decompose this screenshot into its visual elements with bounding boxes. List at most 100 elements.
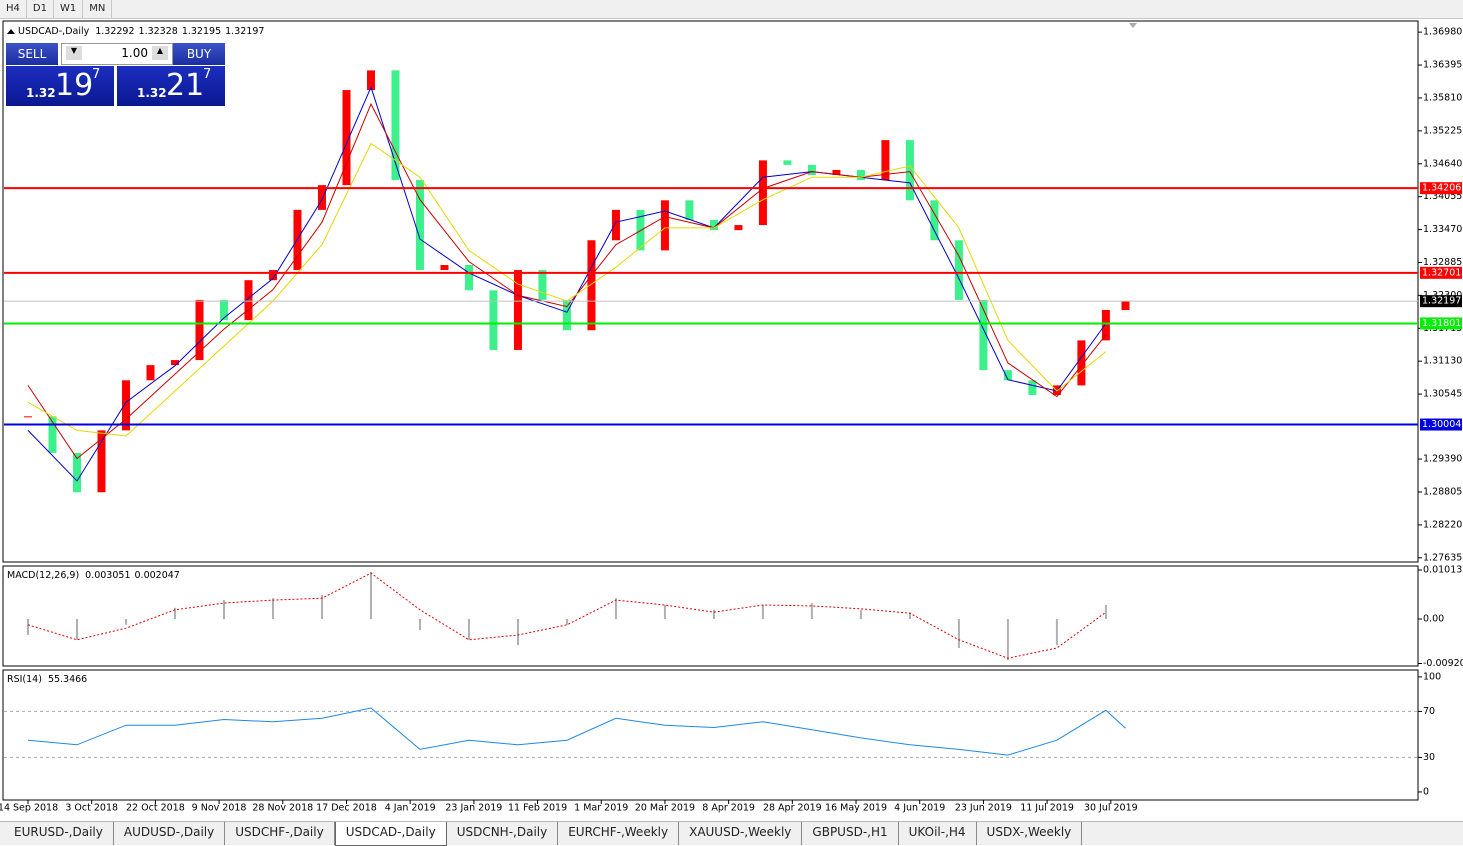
y-tick-label: 1.29390 xyxy=(1423,454,1462,465)
sell-button[interactable]: SELL xyxy=(6,43,58,65)
buy-price[interactable]: 1.32 21 7 xyxy=(117,66,225,106)
lot-up[interactable]: ▲ xyxy=(152,46,168,60)
candle xyxy=(1121,301,1130,310)
candle xyxy=(146,365,155,381)
y-tick-label: 1.36980 xyxy=(1423,27,1462,38)
candle xyxy=(905,140,914,201)
macd-signal xyxy=(27,572,1107,659)
timeframe-toolbar: H4 D1 W1 MN xyxy=(0,0,1463,19)
candle xyxy=(1028,380,1037,395)
candle xyxy=(48,416,57,453)
x-tick-label: 16 May 2019 xyxy=(825,803,887,814)
buy-price-frac: 7 xyxy=(203,67,212,82)
chart-tab[interactable]: USDCHF-,Daily xyxy=(225,822,335,845)
x-tick-label: 23 Jun 2019 xyxy=(955,803,1012,814)
candle xyxy=(1077,340,1086,386)
candle xyxy=(930,200,939,241)
candle xyxy=(24,416,33,418)
chart-tab[interactable]: EURUSD-,Daily xyxy=(4,822,114,845)
y-tick-label: -0.009203 xyxy=(1423,658,1463,669)
level-label-bg xyxy=(1420,266,1462,279)
moving-average xyxy=(27,102,1107,460)
buy-button[interactable]: BUY xyxy=(173,43,225,65)
candle xyxy=(415,180,424,271)
x-tick-label: 30 Jul 2019 xyxy=(1084,803,1138,814)
candle xyxy=(734,225,743,231)
candle xyxy=(660,200,669,251)
y-tick-label: 1.34055 xyxy=(1423,191,1462,202)
candle xyxy=(807,164,816,175)
moving-average xyxy=(27,85,1107,482)
x-tick-label: 23 Jan 2019 xyxy=(445,803,502,814)
sell-price-frac: 7 xyxy=(92,67,101,82)
candle xyxy=(709,220,718,231)
x-tick-label: 8 Apr 2019 xyxy=(702,803,755,814)
y-tick-label: 0.00 xyxy=(1423,613,1444,624)
lot-field[interactable]: ▼ 1.00 ▲ xyxy=(61,43,173,65)
header-title: USDCAD-,Daily xyxy=(18,26,90,37)
chart: USDCAD-,Daily 1.32292 1.32328 1.32195 1.3219… xyxy=(0,20,1463,814)
chart-tab[interactable]: USDX-,Weekly xyxy=(977,822,1083,845)
chart-tab[interactable]: GBPUSD-,H1 xyxy=(802,822,899,845)
price-panel xyxy=(2,20,1419,563)
x-tick-label: 28 Apr 2019 xyxy=(763,803,822,814)
timeframe-button[interactable]: MN xyxy=(83,0,113,18)
level-label-bg xyxy=(1420,182,1462,195)
sell-price[interactable]: 1.32 19 7 xyxy=(6,66,114,106)
y-tick-label: 1.28805 xyxy=(1423,486,1462,497)
x-tick-label: 3 Oct 2018 xyxy=(65,803,118,814)
rsi-line xyxy=(27,707,1126,756)
level-label: 1.30004 xyxy=(1422,419,1461,430)
x-tick-label: 11 Feb 2019 xyxy=(508,803,567,814)
header-value: 1.32195 xyxy=(182,26,221,37)
candle xyxy=(587,240,596,331)
chart-tab[interactable]: AUDUSD-,Daily xyxy=(114,822,226,845)
y-tick-label: 1.35225 xyxy=(1423,125,1462,136)
header-value: 0.002047 xyxy=(135,570,180,581)
candle xyxy=(73,452,82,493)
y-tick-label: 1.28220 xyxy=(1423,519,1462,530)
timeframe-button[interactable]: W1 xyxy=(54,0,84,18)
header-value: 55.3466 xyxy=(48,674,87,685)
y-tick-label: 1.27635 xyxy=(1423,552,1462,563)
candle xyxy=(611,209,620,241)
candle xyxy=(170,360,179,366)
level-label: 1.31801 xyxy=(1422,318,1461,329)
timeframe-button[interactable]: H4 xyxy=(0,0,27,18)
indicator-header: MACD(12,26,9) 0.003051 0.002047 xyxy=(7,570,180,581)
chart-tab[interactable]: UKOil-,H4 xyxy=(899,822,977,845)
rsi-panel xyxy=(2,669,1419,801)
candle xyxy=(342,90,351,186)
level-label-bg xyxy=(1420,418,1462,431)
candle xyxy=(562,299,571,331)
chart-tab[interactable]: XAUUSD-,Weekly xyxy=(679,822,803,845)
y-tick-label: 1.32885 xyxy=(1423,257,1462,268)
chart-tabs: EURUSD-,Daily AUDUSD-,Daily USDCHF-,Daily U… xyxy=(0,821,1463,846)
chart-tab[interactable]: USDCAD-,Daily xyxy=(334,822,447,846)
lot-down[interactable]: ▼ xyxy=(66,46,82,60)
y-tick-label: 100 xyxy=(1423,671,1441,682)
shift-marker xyxy=(1129,23,1137,28)
candle xyxy=(317,185,326,210)
x-tick-label: 28 Nov 2018 xyxy=(252,803,313,814)
timeframe-button[interactable]: D1 xyxy=(27,0,54,18)
x-tick-label: 22 Oct 2018 xyxy=(126,803,185,814)
candle xyxy=(758,160,767,226)
chart-tab[interactable]: USDCNH-,Daily xyxy=(447,822,559,845)
candle xyxy=(1003,370,1012,381)
one-click-trading: SELL ▼ 1.00 ▲ BUY 1.32 19 7 1.32 21 7 xyxy=(6,43,225,107)
x-tick-label: 11 Jul 2019 xyxy=(1020,803,1074,814)
indicator-header: USDCAD-,Daily 1.32292 1.32328 1.32195 1.3219… xyxy=(18,26,264,37)
x-tick-label: 9 Nov 2018 xyxy=(192,803,247,814)
candle xyxy=(513,270,522,350)
candle xyxy=(391,70,400,181)
sell-price-pips: 19 xyxy=(55,68,94,103)
y-tick-label: 1.34640 xyxy=(1423,158,1462,169)
y-tick-label: 0 xyxy=(1423,786,1429,797)
y-tick-label: 70 xyxy=(1423,706,1435,717)
candle xyxy=(440,265,449,271)
candle xyxy=(832,169,841,175)
chart-tab[interactable]: EURCHF-,Weekly xyxy=(558,822,680,845)
header-value: 1.32197 xyxy=(225,26,264,37)
